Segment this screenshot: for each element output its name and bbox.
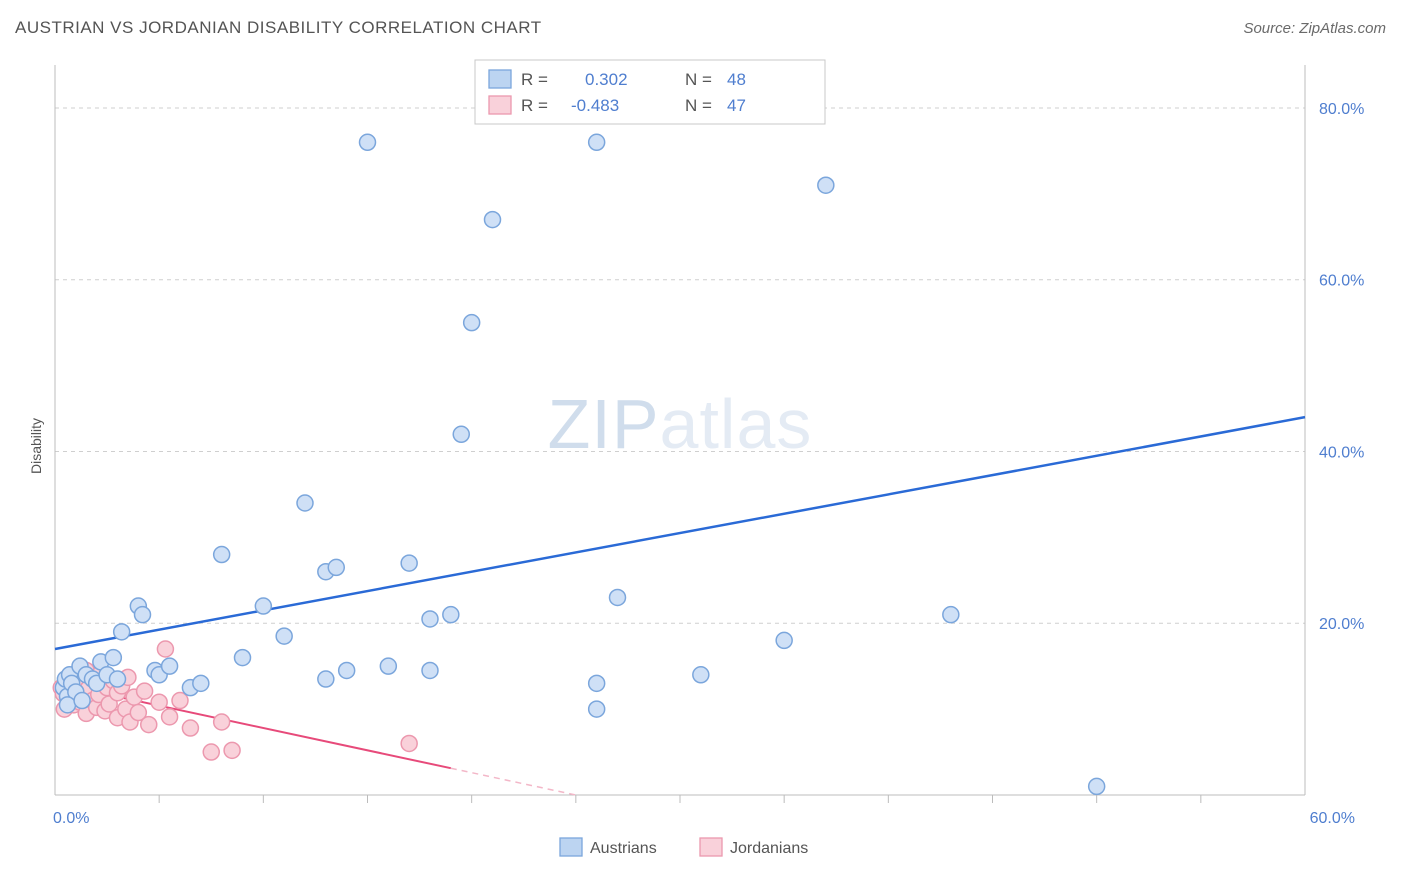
legend-n-val-jordanians: 47: [727, 96, 746, 115]
legend-n-jordanians: N =: [685, 96, 712, 115]
point-austrians: [114, 624, 130, 640]
bottom-label-jordanians: Jordanians: [730, 840, 808, 857]
point-jordanians: [157, 641, 173, 657]
x-tick-label: 60.0%: [1310, 810, 1355, 825]
legend-r-austrians: R =: [521, 70, 548, 89]
legend-swatch-austrians: [489, 70, 511, 88]
chart-area: ZIPatlas 20.0% 40.0% 60.0% 80.0% 0.0% 60.0% R =…: [45, 55, 1385, 825]
point-austrians: [339, 662, 355, 678]
point-austrians: [401, 555, 417, 571]
bottom-label-austrians: Austrians: [590, 840, 657, 857]
scatter-chart: ZIPatlas 20.0% 40.0% 60.0% 80.0% 0.0% 60.0% R =…: [45, 55, 1385, 825]
chart-title: AUSTRIAN VS JORDANIAN DISABILITY CORRELA…: [15, 18, 542, 38]
legend-swatch-jordanians: [489, 96, 511, 114]
point-austrians: [235, 650, 251, 666]
x-tick-label: 0.0%: [53, 810, 89, 825]
legend-n-austrians: N =: [685, 70, 712, 89]
point-jordanians: [137, 683, 153, 699]
point-austrians: [135, 607, 151, 623]
y-axis-label: Disability: [28, 418, 44, 474]
point-austrians: [110, 671, 126, 687]
point-austrians: [589, 701, 605, 717]
point-austrians: [318, 671, 334, 687]
point-austrians: [589, 134, 605, 150]
bottom-swatch-austrians: [560, 838, 582, 856]
point-austrians: [464, 315, 480, 331]
point-austrians: [380, 658, 396, 674]
trend-line-dash-jordanians: [451, 768, 576, 795]
y-tick-label: 60.0%: [1319, 273, 1364, 290]
point-austrians: [776, 632, 792, 648]
bottom-legend: Austrians Jordanians: [0, 830, 1406, 870]
point-austrians: [610, 589, 626, 605]
point-austrians: [297, 495, 313, 511]
point-austrians: [105, 650, 121, 666]
point-jordanians: [162, 709, 178, 725]
legend-r-jordanians: R =: [521, 96, 548, 115]
point-austrians: [74, 693, 90, 709]
point-jordanians: [182, 720, 198, 736]
point-austrians: [422, 611, 438, 627]
point-jordanians: [214, 714, 230, 730]
point-austrians: [328, 559, 344, 575]
point-austrians: [693, 667, 709, 683]
point-austrians: [255, 598, 271, 614]
point-jordanians: [224, 742, 240, 758]
point-austrians: [1089, 778, 1105, 794]
point-austrians: [60, 697, 76, 713]
legend-n-val-austrians: 48: [727, 70, 746, 89]
point-austrians: [443, 607, 459, 623]
y-tick-label: 20.0%: [1319, 616, 1364, 633]
point-austrians: [360, 134, 376, 150]
source-label: Source: ZipAtlas.com: [1243, 20, 1386, 37]
point-austrians: [818, 177, 834, 193]
point-austrians: [214, 547, 230, 563]
point-austrians: [162, 658, 178, 674]
bottom-swatch-jordanians: [700, 838, 722, 856]
point-austrians: [453, 426, 469, 442]
point-jordanians: [203, 744, 219, 760]
point-austrians: [485, 212, 501, 228]
legend-r-val-austrians: 0.302: [585, 70, 628, 89]
point-austrians: [422, 662, 438, 678]
watermark: ZIPatlas: [548, 385, 813, 463]
point-jordanians: [151, 694, 167, 710]
point-jordanians: [141, 717, 157, 733]
point-austrians: [943, 607, 959, 623]
point-austrians: [193, 675, 209, 691]
y-tick-label: 80.0%: [1319, 101, 1364, 118]
point-jordanians: [401, 735, 417, 751]
point-austrians: [276, 628, 292, 644]
point-austrians: [589, 675, 605, 691]
legend-r-val-jordanians: -0.483: [571, 96, 619, 115]
y-tick-label: 40.0%: [1319, 444, 1364, 461]
